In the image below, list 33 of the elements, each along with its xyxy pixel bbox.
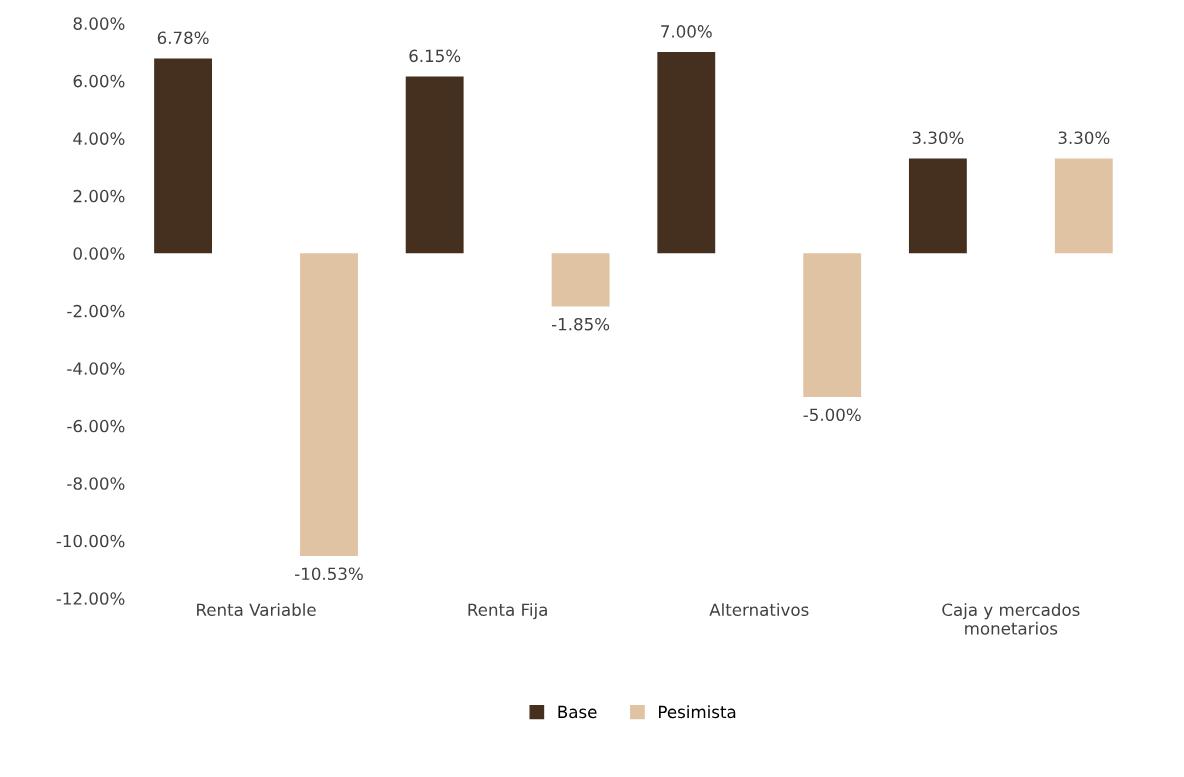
data-label: 6.15% [409,49,461,63]
y-tick-label: -4.00% [67,362,125,375]
y-tick-label: 8.00% [73,17,125,30]
y-tick-label: -8.00% [67,477,125,490]
x-tick-label: Renta Fija [468,603,547,620]
data-label: 3.30% [912,131,964,145]
x-tick-label: Alternativos [709,603,809,617]
legend-label: Pesimista [659,705,736,719]
y-tick-label: -10.00% [56,534,125,548]
bar [908,158,967,254]
data-label: 3.30% [1058,131,1110,145]
y-tick-label: 6.00% [73,74,125,88]
bar [803,253,862,398]
bar [405,76,464,254]
y-tick-label: 0.00% [73,247,125,260]
bar [551,253,610,307]
bar [1054,158,1113,254]
y-tick-label: -6.00% [67,419,125,433]
data-label: -1.85% [551,317,610,331]
bar [657,52,716,254]
y-tick-label: -12.00% [56,592,125,605]
x-tick-label: Caja y mercados monetarios [942,603,1080,635]
legend-label: Base [558,705,597,719]
bar [300,253,358,557]
y-tick-label: -2.00% [67,304,125,318]
data-label: -5.00% [803,408,861,422]
data-label: 7.00% [661,25,712,38]
y-tick-label: 2.00% [73,189,125,203]
bar [154,58,213,254]
data-label: 6.78% [157,31,209,45]
data-label: -10.53% [295,567,363,581]
x-tick-label: Renta Variable [197,603,316,617]
y-tick-label: 4.00% [73,132,125,145]
